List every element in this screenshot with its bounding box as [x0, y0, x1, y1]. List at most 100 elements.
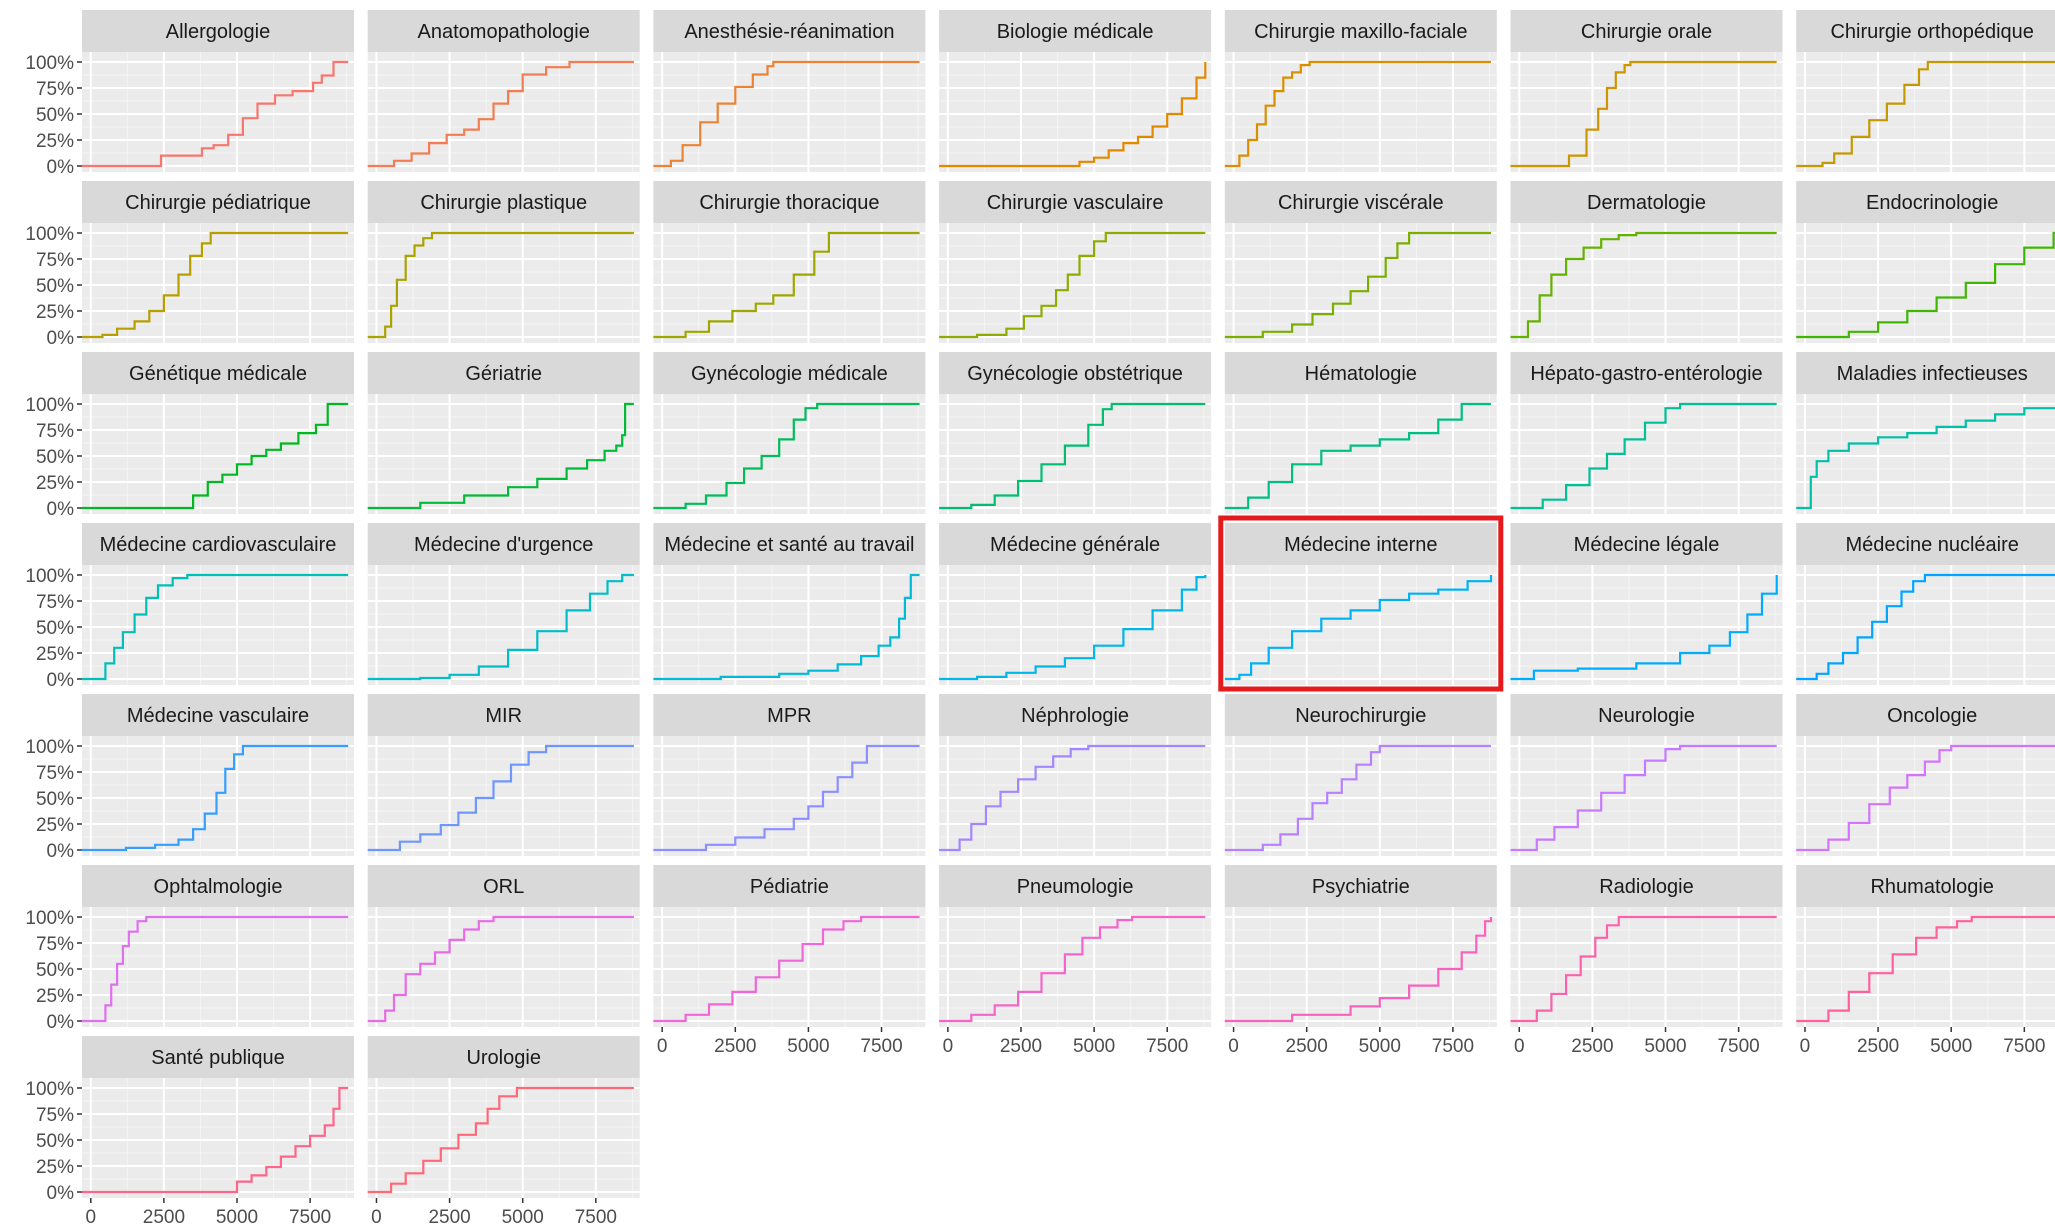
strip-background	[1796, 694, 2055, 736]
series-line-mpr	[653, 744, 920, 852]
panel-background	[82, 394, 354, 514]
facet-panel-chirurgie-orale: Chirurgie orale	[1510, 10, 1783, 172]
panel-background	[653, 736, 926, 856]
x-tick-label: 5000	[216, 1207, 258, 1228]
strip-background	[82, 865, 354, 907]
strip-background	[82, 10, 354, 52]
series-line-maladies-infectieuses	[1796, 407, 2055, 510]
strip-background	[367, 10, 640, 52]
facet-title-allergologie: Allergologie	[166, 21, 271, 43]
y-tick-label: 75%	[36, 250, 74, 271]
x-tick-label: 2500	[1571, 1036, 1613, 1057]
series-line-pneumologie	[939, 915, 1206, 1023]
series-line-chirurgie-plastique	[367, 231, 634, 339]
panel-background	[82, 736, 354, 856]
strip-background	[653, 523, 926, 565]
facet-panel-neurologie: Neurologie	[1510, 694, 1783, 856]
series-line-medecine-legale	[1510, 575, 1778, 681]
y-tick-label: 100%	[25, 224, 74, 245]
strip-background	[1796, 352, 2055, 394]
panel-background	[82, 1078, 354, 1198]
panel-background	[1224, 907, 1497, 1027]
facet-panel-chirurgie-orthopedique: Chirurgie orthopédique	[1796, 10, 2055, 172]
facet-title-chirurgie-maxillo-faciale: Chirurgie maxillo-faciale	[1254, 21, 1467, 43]
facet-title-psychiatrie: Psychiatrie	[1312, 876, 1410, 898]
facet-title-chirurgie-orthopedique: Chirurgie orthopédique	[1830, 21, 2033, 43]
facet-title-oncologie: Oncologie	[1887, 705, 1977, 727]
facet-panel-gynecologie-medicale: Gynécologie médicale	[653, 352, 926, 514]
y-tick-label: 75%	[36, 1105, 74, 1126]
facet-title-biologie-medicale: Biologie médicale	[997, 21, 1154, 43]
strip-background	[82, 1036, 354, 1078]
facet-title-sante-publique: Santé publique	[151, 1047, 284, 1069]
x-tick-label: 7500	[1717, 1036, 1759, 1057]
x-tick-label: 5000	[1073, 1036, 1115, 1057]
facet-panel-chirurgie-plastique: Chirurgie plastique	[367, 181, 640, 343]
x-tick-label: 5000	[1359, 1036, 1401, 1057]
facet-panel-medecine-legale: Médecine légale	[1510, 523, 1783, 685]
y-tick-label: 100%	[25, 566, 74, 587]
facet-panel-chirurgie-viscerale: Chirurgie viscérale	[1224, 181, 1497, 343]
facet-panel-maladies-infectieuses: Maladies infectieuses	[1796, 352, 2055, 514]
y-tick-label: 0%	[47, 328, 75, 349]
panel-background	[82, 223, 354, 343]
series-line-chirurgie-maxillo-faciale	[1224, 60, 1491, 168]
panel-background	[82, 52, 354, 172]
facet-panel-pneumologie: Pneumologie 0 2500 5000 7500	[939, 865, 1212, 1057]
facet-panel-radiologie: Radiologie 0 2500 5000 7500	[1510, 865, 1783, 1057]
panel-background	[653, 52, 926, 172]
series-line-ophtalmologie	[82, 915, 349, 1023]
y-tick-label: 50%	[36, 960, 74, 981]
strip-background	[1796, 523, 2055, 565]
strip-background	[1224, 523, 1497, 565]
series-line-anesthesie-reanimation	[653, 60, 920, 168]
strip-background	[1510, 352, 1783, 394]
series-line-chirurgie-pediatrique	[82, 231, 349, 339]
series-line-psychiatrie	[1224, 917, 1493, 1023]
facet-panel-chirurgie-pediatrique: Chirurgie pédiatrique 0% 25% 50% 75% 100%	[25, 181, 354, 349]
facet-panel-gynecologie-obstetrique: Gynécologie obstétrique	[939, 352, 1212, 514]
panel-background	[939, 223, 1212, 343]
series-line-hepato-gastro-enterologie	[1510, 402, 1777, 510]
y-tick-label: 25%	[36, 131, 74, 152]
strip-background	[939, 10, 1212, 52]
facet-title-pediatrie: Pédiatrie	[750, 876, 829, 898]
series-line-medecine-interne	[1224, 575, 1493, 681]
facet-panel-geriatrie: Gériatrie	[367, 352, 640, 514]
facet-panel-rhumatologie: Rhumatologie 0 2500 5000 7500	[1796, 865, 2055, 1057]
facet-title-chirurgie-viscerale: Chirurgie viscérale	[1278, 192, 1444, 214]
strip-background	[653, 181, 926, 223]
strip-background	[1796, 865, 2055, 907]
x-tick-label: 7500	[1146, 1036, 1188, 1057]
series-line-genetique-medicale	[82, 402, 349, 510]
y-tick-label: 0%	[47, 841, 75, 862]
series-line-medecine-nucleaire	[1796, 573, 2055, 681]
facet-title-medecine-nucleaire: Médecine nucléaire	[1845, 534, 2018, 556]
facet-title-medecine-cardiovasculaire: Médecine cardiovasculaire	[100, 534, 337, 556]
facet-panel-allergologie: Allergologie 0% 25% 50% 75% 100%	[25, 10, 354, 178]
facet-title-chirurgie-thoracique: Chirurgie thoracique	[699, 192, 879, 214]
strip-background	[367, 694, 640, 736]
series-line-pediatrie	[653, 915, 920, 1023]
x-tick-label: 5000	[1644, 1036, 1686, 1057]
series-line-chirurgie-orthopedique	[1796, 60, 2055, 168]
facet-title-neurochirurgie: Neurochirurgie	[1295, 705, 1426, 727]
facet-panel-orl: ORL	[367, 865, 640, 1027]
facet-title-pneumologie: Pneumologie	[1017, 876, 1134, 898]
y-tick-label: 50%	[36, 105, 74, 126]
facet-panel-medecine-nucleaire: Médecine nucléaire	[1796, 523, 2055, 685]
series-line-geriatrie	[367, 402, 634, 510]
series-line-medecine-d-urgence	[367, 573, 634, 681]
panel-background	[367, 736, 640, 856]
facet-panel-nephrologie: Néphrologie	[939, 694, 1212, 856]
strip-background	[367, 1036, 640, 1078]
facet-title-urologie: Urologie	[466, 1047, 540, 1069]
panel-background	[653, 907, 926, 1027]
facet-title-chirurgie-pediatrique: Chirurgie pédiatrique	[125, 192, 311, 214]
facet-panel-oncologie: Oncologie	[1796, 694, 2055, 856]
y-tick-label: 75%	[36, 421, 74, 442]
facet-panel-urologie: Urologie 0 2500 5000 7500	[367, 1036, 640, 1228]
panel-background	[82, 907, 354, 1027]
y-tick-label: 50%	[36, 276, 74, 297]
series-line-neurologie	[1510, 744, 1777, 852]
